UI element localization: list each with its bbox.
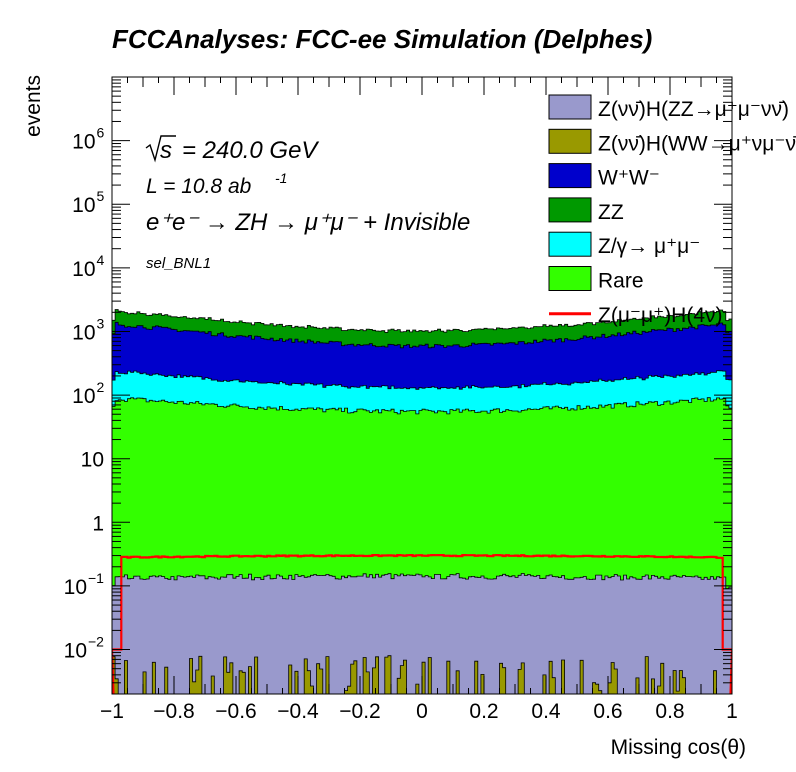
- histogram-stack: [112, 309, 732, 694]
- legend-label: Z(νν̄)H(ZZ→μ⁺μ⁻νν̄): [598, 98, 789, 121]
- y-tick-base: 10: [72, 321, 95, 344]
- y-tick-base: 10: [72, 194, 95, 217]
- legend-entry-z-h-4-6: Z(μ⁻μ⁺)H(4ν): [549, 304, 723, 327]
- y-tick-label: 10 2: [72, 379, 104, 408]
- legend-entry-z-4: Z/γ→ μ⁺μ⁻: [548, 231, 700, 258]
- legend-label: W⁺W⁻: [598, 167, 660, 190]
- stack-area-z-h-zz-1: [112, 573, 732, 694]
- y-tick-base: 10: [64, 640, 87, 663]
- legend-label: Rare: [598, 270, 644, 293]
- y-tick-base: 10: [72, 258, 95, 281]
- legend-entry-zz-3: ZZ: [548, 197, 624, 224]
- sqrt-s-symbol: s: [160, 137, 172, 164]
- x-tick-label: −0.2: [339, 700, 380, 723]
- axis-ticks: [111, 77, 733, 695]
- legend-swatch: [548, 94, 592, 120]
- x-tick-label: 0.4: [531, 700, 561, 723]
- y-tick-base: 10: [72, 131, 95, 154]
- y-tick-exponent: 5: [97, 188, 105, 204]
- legend: Z(νν̄)H(ZZ→μ⁺μ⁻νν̄) Z(νν̄)H(WW→μ⁺νμ⁻ν̄) W⁺…: [548, 94, 796, 327]
- y-axis-label: events: [22, 75, 45, 137]
- legend-swatch: [548, 197, 592, 223]
- y-tick-label: 10 −1: [64, 570, 105, 599]
- lumi-exponent: -1: [275, 170, 287, 186]
- signal-line-layer: [112, 554, 732, 694]
- legend-label: Z/γ→ μ⁺μ⁻: [598, 235, 700, 258]
- sqrt-icon: [145, 135, 176, 163]
- annotation-selection: sel_BNL1: [146, 255, 211, 272]
- annotation-lumi: L = 10.8 ab -1: [146, 170, 287, 198]
- y-tick-exponent: 4: [97, 252, 105, 268]
- x-tick-labels: −1 −0.8 −0.6 −0.4 −0.2 0 0.2 0.4 0.6 0.8 1: [100, 700, 738, 723]
- chart-title: FCCAnalyses: FCC-ee Simulation (Delphes): [112, 24, 652, 54]
- x-tick-label: −0.4: [277, 700, 319, 723]
- legend-swatch: [548, 128, 592, 154]
- x-axis-label: Missing cos(θ): [611, 736, 746, 759]
- x-tick-label: 0.6: [593, 700, 622, 723]
- x-tick-label: 1: [726, 700, 738, 723]
- stack-area-z-h-ww-0: [112, 655, 732, 694]
- legend-swatch: [548, 266, 592, 291]
- y-tick-label: 10: [81, 449, 104, 472]
- legend-entry-z-h-ww-1: Z(νν̄)H(WW→μ⁺νμ⁻ν̄): [548, 128, 796, 155]
- y-tick-base: 10: [81, 449, 104, 472]
- annotation-process: e⁺e⁻ → ZH → μ⁺μ⁻ + Invisible: [146, 209, 470, 236]
- legend-entry-rare-5: Rare: [548, 266, 644, 293]
- y-tick-exponent: 3: [97, 315, 105, 331]
- annotation-sqrt-s: s = 240.0 GeV: [145, 135, 319, 164]
- y-tick-label: 10 6: [72, 125, 104, 154]
- x-tick-label: 0.8: [655, 700, 684, 723]
- legend-swatch: [548, 163, 592, 189]
- legend-entry-z-h-zz-0: Z(νν̄)H(ZZ→μ⁺μ⁻νν̄): [548, 94, 789, 121]
- x-tick-label: 0.2: [469, 700, 498, 723]
- series-line-z-h-4-0: [112, 554, 732, 694]
- y-tick-label: 10 4: [72, 252, 104, 281]
- y-tick-exponent: −1: [88, 570, 104, 586]
- x-tick-label: −0.6: [215, 700, 256, 723]
- x-tick-label: −0.8: [153, 700, 194, 723]
- legend-label: Z(μ⁻μ⁺)H(4ν): [598, 304, 723, 327]
- y-tick-base: 10: [72, 385, 95, 408]
- lumi-value: L = 10.8 ab: [146, 175, 252, 198]
- legend-label: ZZ: [598, 201, 624, 224]
- y-tick-exponent: −2: [88, 634, 104, 650]
- y-tick-label: 10 −2: [64, 634, 105, 663]
- legend-entry-w-w-2: W⁺W⁻: [548, 163, 660, 190]
- y-tick-base: 1: [92, 512, 104, 535]
- y-tick-label: 10 3: [72, 315, 104, 344]
- y-tick-label: 10 5: [72, 188, 104, 217]
- legend-label: Z(νν̄)H(WW→μ⁺νμ⁻ν̄): [598, 132, 796, 155]
- y-tick-base: 10: [64, 576, 87, 599]
- y-tick-exponent: 2: [97, 379, 105, 395]
- x-tick-label: −1: [100, 700, 124, 723]
- y-tick-exponent: 6: [97, 125, 105, 141]
- legend-swatch: [548, 231, 592, 257]
- sqrt-s-value: = 240.0 GeV: [182, 137, 319, 164]
- y-tick-label: 1: [92, 512, 104, 535]
- x-tick-label: 0: [416, 700, 428, 723]
